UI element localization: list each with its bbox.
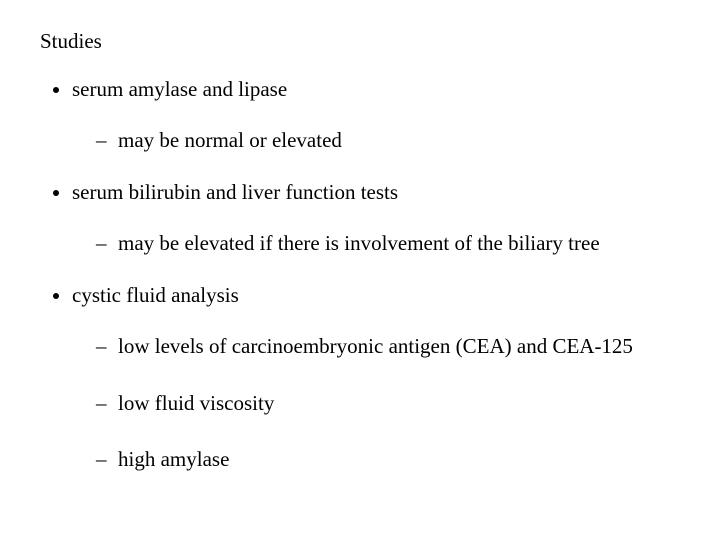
list-item: serum bilirubin and liver function tests… (72, 179, 680, 262)
sub-item: low levels of carcinoembryonic antigen (… (96, 327, 680, 366)
sub-item: may be normal or elevated (96, 121, 680, 160)
sub-item: low fluid viscosity (96, 384, 680, 423)
list-item-label: cystic fluid analysis (72, 283, 239, 307)
sublist: low levels of carcinoembryonic antigen (… (72, 327, 680, 480)
sub-item: may be elevated if there is involvement … (96, 224, 680, 263)
bullet-list: serum amylase and lipase may be normal o… (40, 76, 680, 479)
sublist: may be normal or elevated (72, 121, 680, 160)
sub-item: high amylase (96, 440, 680, 479)
list-item-label: serum amylase and lipase (72, 77, 287, 101)
list-item-label: serum bilirubin and liver function tests (72, 180, 398, 204)
slide-title: Studies (40, 28, 680, 54)
slide: Studies serum amylase and lipase may be … (0, 0, 720, 540)
list-item: serum amylase and lipase may be normal o… (72, 76, 680, 159)
list-item: cystic fluid analysis low levels of carc… (72, 282, 680, 479)
sublist: may be elevated if there is involvement … (72, 224, 680, 263)
